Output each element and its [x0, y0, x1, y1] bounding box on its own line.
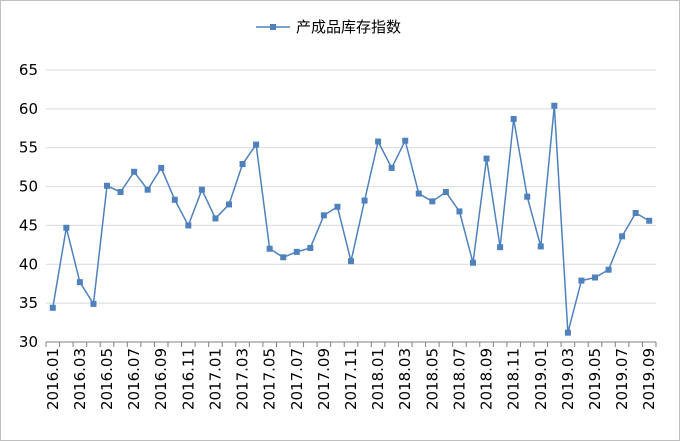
y-axis-ticks: 30 35 40 45 50 55 60 65 [19, 61, 38, 351]
x-tick-label: 2016.09 [152, 348, 170, 410]
y-tick-label-65: 65 [19, 61, 38, 79]
data-point [76, 279, 83, 286]
x-tick-label: 2017.07 [288, 348, 306, 410]
data-point [497, 244, 504, 251]
data-point [388, 164, 395, 171]
x-axis-ticks: 2016.01 2016.03 2016.05 2016.07 2016.09 2016.… [44, 348, 658, 410]
x-tick-label: 2017.05 [261, 348, 279, 410]
x-tick-label: 2019.07 [613, 348, 631, 410]
x-tick-label: 2016.07 [125, 348, 143, 410]
data-point [470, 259, 476, 266]
data-point [632, 209, 639, 216]
data-point [537, 243, 544, 250]
x-tick-label: 2017.11 [342, 348, 360, 410]
data-point [117, 189, 124, 196]
data-point [212, 215, 219, 222]
data-point [456, 208, 463, 215]
data-point [158, 164, 165, 171]
data-point [131, 168, 138, 175]
data-point [198, 186, 205, 193]
y-tick-label-60: 60 [19, 100, 38, 118]
y-tick-label-45: 45 [19, 216, 38, 234]
x-tick-label: 2019.01 [532, 348, 550, 410]
x-tick-label: 2018.07 [450, 348, 468, 410]
data-point [415, 190, 422, 197]
data-point [551, 102, 558, 109]
legend: 产成品库存指数 [256, 18, 401, 36]
x-tick-label: 2019.05 [586, 348, 604, 410]
data-point [375, 138, 382, 145]
data-point [483, 155, 490, 162]
series-group [49, 102, 653, 336]
x-tick-label: 2017.03 [234, 348, 252, 410]
data-point [239, 161, 246, 168]
data-point [524, 193, 531, 200]
x-tick-label: 2018.01 [369, 348, 387, 410]
data-point [63, 224, 70, 231]
x-tick-label: 2018.03 [396, 348, 414, 410]
data-point [49, 304, 56, 311]
data-point [578, 277, 585, 284]
data-point [619, 233, 626, 240]
data-point [171, 196, 178, 203]
y-tick-label-30: 30 [19, 333, 38, 351]
data-point [334, 203, 341, 210]
x-tick-label: 2019.09 [640, 348, 658, 410]
x-tick-label: 2017.01 [206, 348, 224, 410]
data-point [442, 189, 449, 196]
x-tick-label: 2018.09 [478, 348, 496, 410]
data-point [429, 198, 436, 205]
data-point [646, 217, 653, 224]
x-tick-label: 2017.09 [315, 348, 333, 410]
x-tick-label: 2018.05 [423, 348, 441, 410]
data-point [307, 244, 314, 251]
x-tick-label: 2016.05 [98, 348, 116, 410]
data-point [266, 245, 273, 252]
legend-marker-swatch [270, 24, 276, 30]
x-tick-label: 2018.11 [505, 348, 523, 410]
x-axis [45, 341, 657, 347]
data-point [605, 266, 612, 273]
data-point [564, 329, 571, 336]
data-point [510, 115, 517, 122]
y-tick-label-40: 40 [19, 255, 38, 273]
series-line [52, 105, 650, 333]
x-tick-label: 2019.03 [559, 348, 577, 410]
data-point [90, 300, 97, 307]
data-point [293, 248, 300, 255]
y-tick-label-50: 50 [19, 178, 38, 196]
data-point [226, 201, 232, 208]
legend-label: 产成品库存指数 [296, 18, 401, 36]
data-point [348, 258, 354, 265]
x-tick-label: 2016.03 [71, 348, 89, 410]
data-point [320, 212, 327, 219]
data-point [592, 274, 598, 281]
data-point [104, 182, 110, 189]
y-tick-label-55: 55 [19, 139, 38, 157]
data-point [185, 222, 192, 229]
x-tick-label: 2016.01 [44, 348, 62, 410]
data-point [361, 197, 368, 204]
data-point [402, 137, 409, 144]
data-point [144, 186, 151, 193]
x-tick-label: 2016.11 [179, 348, 197, 410]
data-point [280, 254, 287, 261]
y-tick-label-35: 35 [19, 294, 38, 312]
data-point [253, 141, 260, 148]
